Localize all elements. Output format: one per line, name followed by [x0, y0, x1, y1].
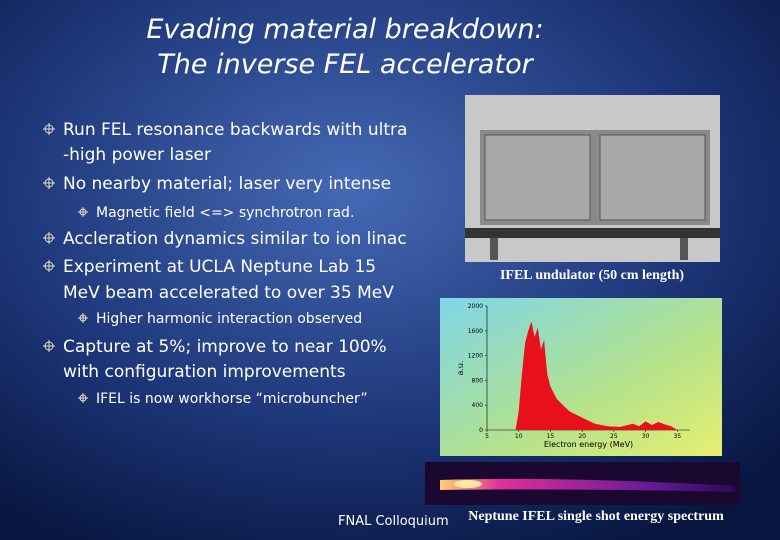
bullet-icon	[43, 232, 55, 244]
bullet-text: with configuration improvements	[63, 362, 346, 382]
photo-caption: IFEL undulator (50 cm length)	[500, 268, 684, 283]
bullet-text: Run FEL resonance backwards with ultra	[63, 120, 407, 140]
plot: 0 400 800 1200 1600 2000 5 10 15 20 25 30 35 Electron…	[456, 303, 690, 449]
bullet-icon	[43, 340, 55, 352]
x-tick-label: 5	[485, 433, 489, 440]
bullet-icon	[43, 260, 55, 272]
bullet-text: No nearby material; laser very intense	[63, 174, 391, 194]
spectrum-caption: Neptune IFEL single shot energy spectrum	[468, 509, 724, 524]
bullet-icon	[43, 177, 55, 189]
camera-image	[425, 462, 740, 505]
y-tick-label: 800	[472, 377, 484, 384]
y-tick-label: 400	[472, 402, 484, 409]
x-tick-label: 15	[547, 433, 555, 440]
y-tick-label: 1200	[468, 353, 483, 360]
sub-bullet-text: IFEL is now workhorse “microbuncher”	[96, 391, 368, 407]
title: The inverse FEL accelerator	[157, 49, 534, 80]
sub-bullet-text: Higher harmonic interaction observed	[96, 311, 362, 327]
bullet-icon	[43, 123, 55, 135]
y-tick-label: 0	[479, 427, 483, 434]
bullet-text: MeV beam accelerated to over 35 MeV	[63, 283, 394, 303]
bullet-icon	[78, 313, 88, 323]
bullet-text: -high power laser	[63, 145, 211, 165]
x-tick-label: 35	[673, 433, 681, 440]
bullet-text: Accleration dynamics similar to ion lina…	[63, 229, 407, 249]
bullet-text: Capture at 5%; improve to near 100%	[63, 337, 387, 357]
bullet-text: Experiment at UCLA Neptune Lab 15	[63, 257, 376, 277]
y-tick-label: 2000	[468, 303, 483, 310]
y-axis-label: a.u.	[456, 360, 465, 375]
x-axis-label: Electron energy (MeV)	[544, 440, 633, 449]
sub-bullet-text: Magnetic field <=> synchrotron rad.	[96, 205, 354, 221]
x-tick-label: 10	[515, 433, 523, 440]
bullet-list: Run FEL resonance backwards with ultra -h…	[43, 120, 407, 407]
x-tick-label: 25	[610, 433, 618, 440]
photo	[465, 95, 720, 262]
title: Evading material breakdown:	[146, 14, 543, 45]
y-tick-label: 1600	[468, 328, 483, 335]
bullet-icon	[78, 393, 88, 403]
x-tick-label: 20	[578, 433, 586, 440]
bullet-icon	[78, 207, 88, 217]
footer: FNAL Colloquium	[338, 514, 449, 529]
x-tick-label: 30	[642, 433, 650, 440]
spectrum-area	[515, 321, 678, 430]
